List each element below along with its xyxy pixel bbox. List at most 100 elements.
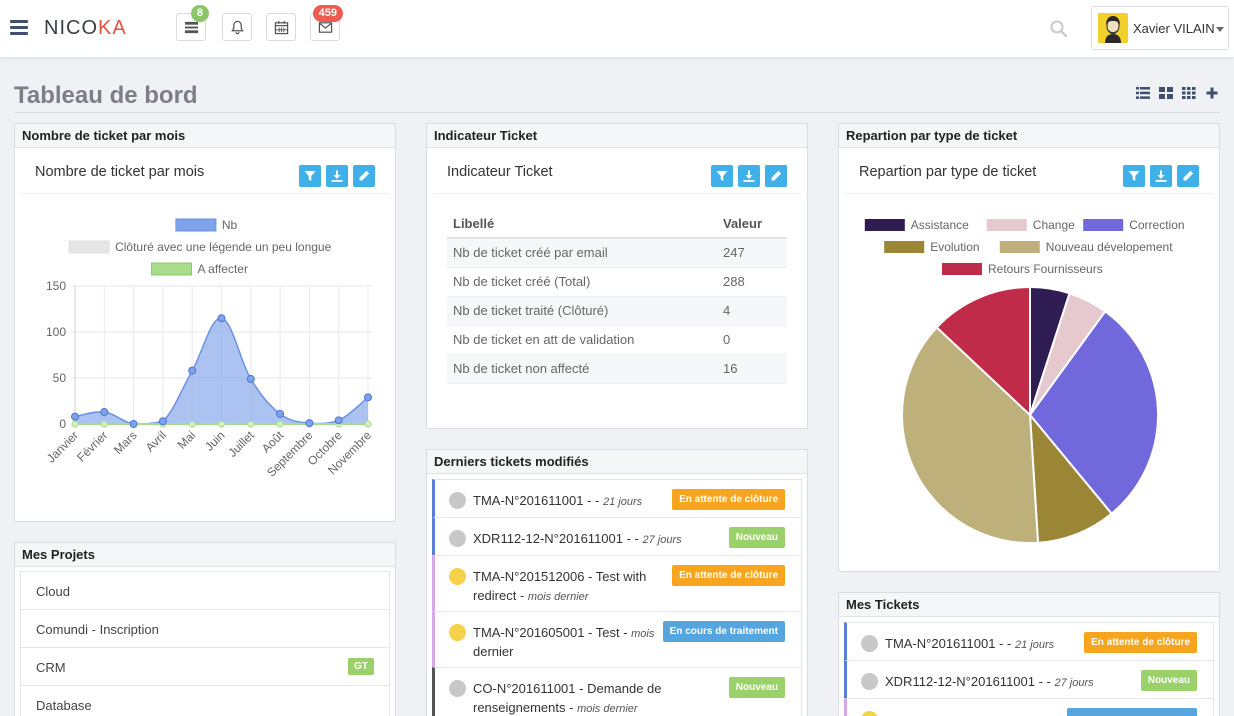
menu-icon[interactable]: [10, 20, 28, 36]
edit-button[interactable]: [765, 165, 787, 187]
x-tick-label: Juin: [202, 428, 227, 453]
tasks-button[interactable]: 8: [176, 5, 209, 41]
status-badge: Nouveau: [728, 527, 785, 548]
ticket-time: 21 jours: [602, 496, 643, 508]
ticket-list: TMA-N°201611001 - - 21 jours En attente …: [844, 622, 1214, 716]
ticket-time: mois dernier: [577, 703, 638, 715]
data-point-nb: [71, 412, 79, 421]
ticket-title: TMA-N°201512006 - Test with: [473, 569, 647, 584]
chevron-down-icon: [1216, 27, 1224, 32]
top-bar: NICOKA 8 459 Xavier VILAIN: [0, 0, 1234, 58]
data-point-a-affecter: [218, 420, 225, 428]
ticket-item[interactable]: TMA-N°201605001 - Test - mois dernier En …: [432, 611, 802, 668]
data-point-a-affecter: [71, 420, 79, 428]
data-point-nb: [158, 417, 167, 426]
legend-label: Nouveau dévelopement: [1046, 240, 1173, 254]
download-button[interactable]: [738, 165, 760, 187]
status-badge: En cours de traitement: [662, 621, 785, 642]
ticket-item[interactable]: XDR112-12-N°201611001 - - 27 jours Nouve…: [432, 517, 802, 556]
panel-subtitle: Repartion par type de ticket: [859, 164, 1037, 180]
ticket-text: CO-N°201611001 - Demande de renseignement…: [473, 680, 662, 716]
ticket-item[interactable]: TMA-N°201611001 - - 21 jours En attente …: [844, 622, 1214, 661]
project-item[interactable]: Cloud: [20, 571, 390, 610]
ticket-item[interactable]: CO-N°201611001 - Demande de renseignement…: [432, 667, 802, 716]
y-tick-label: 50: [53, 371, 67, 385]
legend-swatch: [986, 219, 1027, 231]
ticket-list: TMA-N°201611001 - - 21 jours En attente …: [432, 479, 802, 716]
ticket-text: XDR112-12-N°201611001 - - 27 jours: [885, 673, 1094, 692]
legend-label: Correction: [1129, 218, 1184, 232]
panel-subheader: Indicateur Ticket: [433, 148, 801, 194]
panel-tickets-per-month: Nombre de ticket par mois Nombre de tick…: [14, 123, 396, 522]
filter-icon: [716, 171, 728, 181]
status-badge: En attente de clôture: [672, 489, 785, 510]
avatar: [1098, 13, 1128, 43]
pencil-icon: [359, 170, 370, 181]
layout-switcher: [1136, 87, 1219, 99]
ticket-time: mois dernier: [527, 591, 589, 603]
ticket-title-cont: renseignements -: [473, 700, 578, 715]
ticket-title: TMA-N°201605001 - Test -: [473, 625, 632, 640]
list-view-icon[interactable]: [1136, 87, 1150, 99]
search-icon[interactable]: [1049, 19, 1069, 39]
pie-slice-correction: [1028, 310, 1159, 516]
bell-icon: [230, 20, 244, 34]
filter-button[interactable]: [711, 165, 733, 187]
ticket-item[interactable]: TMA-N°201611001 - - 21 jours En attente …: [432, 479, 802, 518]
grid-2-icon[interactable]: [1159, 87, 1173, 99]
ticket-item[interactable]: [844, 698, 1214, 716]
page-title: Tableau de bord: [14, 82, 198, 109]
column-header-label: Libellé: [447, 210, 717, 239]
calendar-button[interactable]: [266, 13, 296, 41]
pie-slice-retours-fournisseurs: [935, 285, 1031, 418]
ticket-time: 21 jours: [1014, 639, 1055, 651]
user-menu[interactable]: Xavier VILAIN: [1091, 6, 1229, 50]
edit-button[interactable]: [353, 165, 375, 187]
row-value: 288: [717, 267, 787, 297]
ticket-title-cont: dernier: [473, 644, 514, 659]
user-name: Xavier VILAIN: [1133, 21, 1215, 36]
download-button[interactable]: [326, 165, 348, 187]
legend-label: Retours Fournisseurs: [988, 262, 1103, 276]
plus-icon[interactable]: [1205, 87, 1219, 99]
legend-swatch: [942, 263, 982, 275]
project-item[interactable]: Comundi - Inscription: [20, 609, 390, 648]
ticket-time: mois: [631, 628, 655, 640]
project-item[interactable]: Database: [20, 685, 390, 716]
tasks-badge: 8: [190, 5, 209, 22]
ticket-title: XDR112-12-N°201611001 - -: [885, 674, 1055, 689]
grid-3-icon[interactable]: [1182, 87, 1196, 99]
filter-button[interactable]: [1123, 165, 1145, 187]
ticket-item[interactable]: XDR112-12-N°201611001 - - 27 jours Nouve…: [844, 660, 1214, 699]
legend-swatch: [175, 218, 217, 232]
pencil-icon: [771, 170, 782, 181]
panel-header: Derniers tickets modifiés: [427, 450, 807, 474]
data-point-a-affecter: [364, 420, 372, 428]
data-point-nb: [217, 314, 226, 323]
notifications-button[interactable]: [222, 13, 252, 41]
table-row: Nb de ticket en att de validation 0: [447, 325, 787, 355]
column-header-value: Valeur: [717, 210, 787, 239]
ticket-item[interactable]: TMA-N°201512006 - Test with redirect - mo…: [432, 555, 802, 612]
project-label: CRM: [36, 660, 66, 675]
panel-header: Mes Tickets: [839, 593, 1219, 617]
brand-logo[interactable]: NICOKA: [44, 17, 127, 39]
envelope-icon: [318, 21, 332, 33]
panel-ticket-type-breakdown: Repartion par type de ticket Repartion p…: [838, 123, 1220, 572]
download-button[interactable]: [1150, 165, 1172, 187]
project-item[interactable]: CRM GT: [20, 647, 390, 686]
title-divider: [14, 112, 1220, 113]
table-row: Nb de ticket non affecté 16: [447, 354, 787, 384]
status-dot: [861, 711, 878, 716]
edit-button[interactable]: [1177, 165, 1199, 187]
status-badge: En attente de clôture: [672, 565, 785, 586]
legend-swatch: [864, 219, 905, 231]
status-dot: [449, 568, 466, 585]
mail-button[interactable]: 459: [310, 5, 343, 41]
filter-button[interactable]: [299, 165, 321, 187]
panel-ticket-indicator: Indicateur Ticket Indicateur Ticket Libe…: [426, 123, 808, 429]
panel-actions: [1123, 165, 1199, 187]
row-label: Nb de ticket créé par email: [447, 238, 717, 268]
panel-header: Indicateur Ticket: [427, 124, 807, 148]
line-chart: Nb Clôturé avec une légende un peu longue…: [44, 218, 374, 480]
